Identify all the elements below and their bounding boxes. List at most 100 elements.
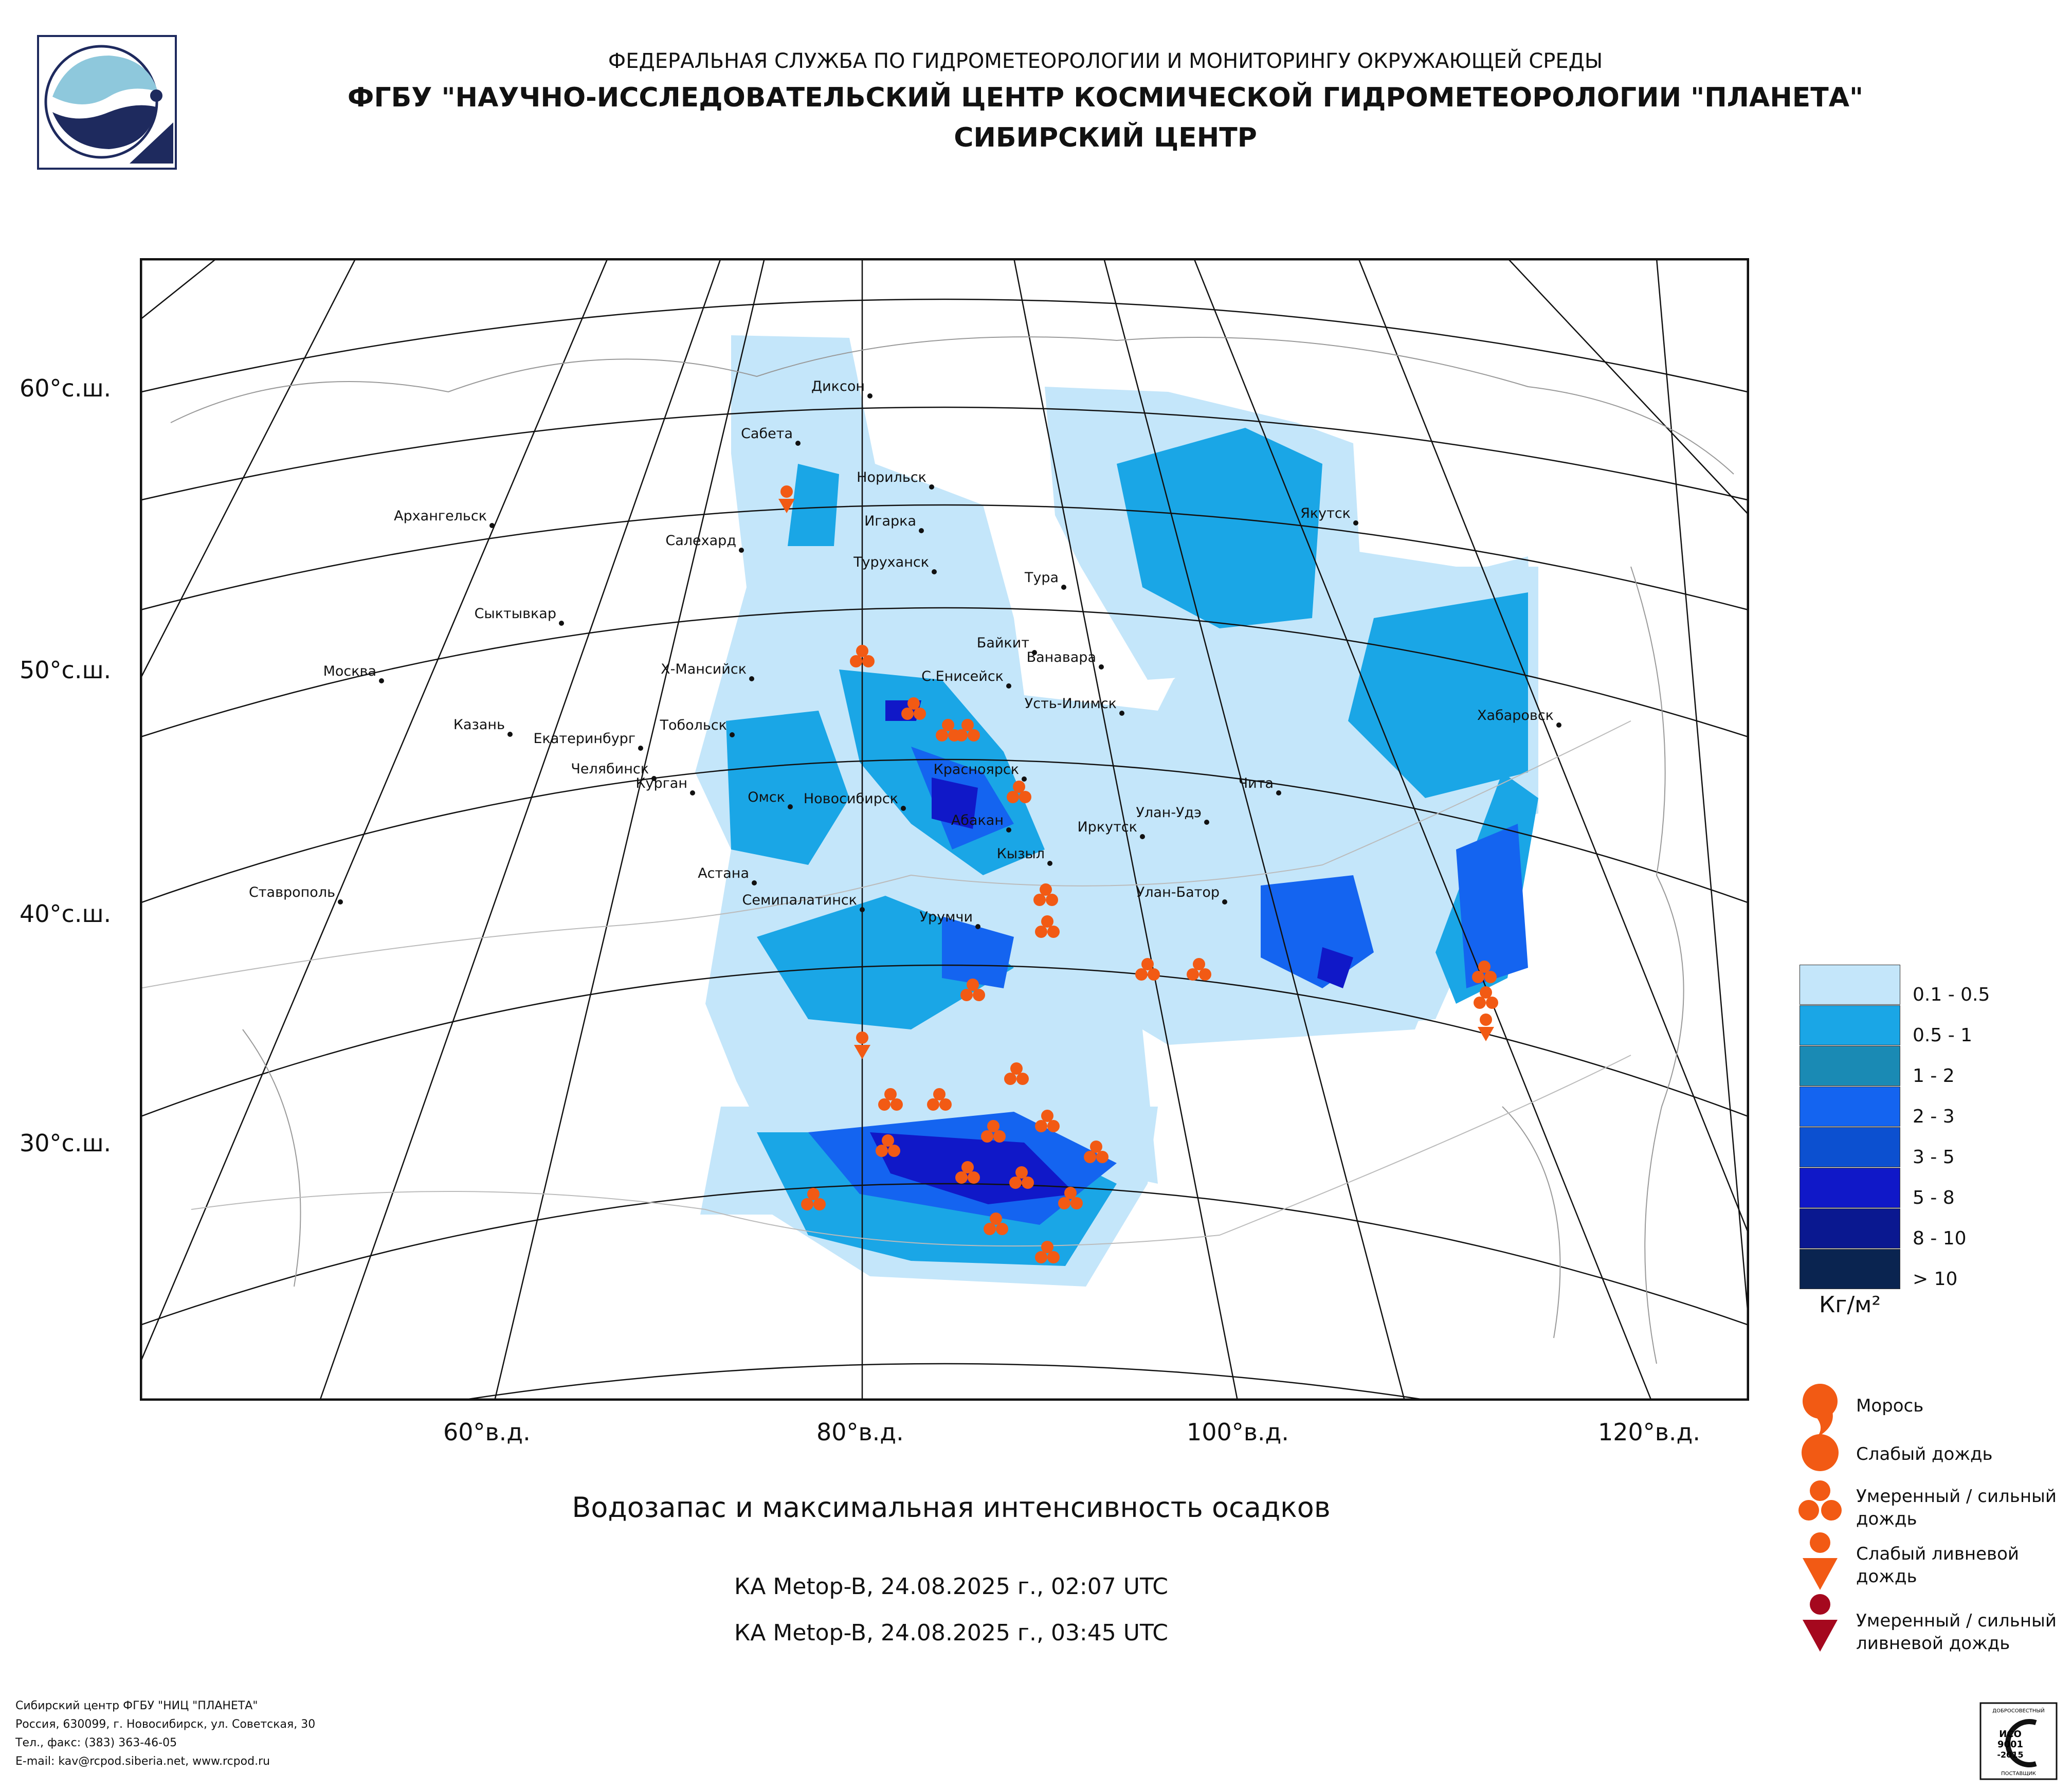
legend-swatch — [1800, 965, 1900, 1005]
map-frame — [140, 258, 1749, 1401]
city-label: Якутск — [1300, 505, 1351, 521]
legend-label: 0.5 - 1 — [1913, 1025, 1973, 1046]
satellite-pass-1: КА Metop-B, 24.08.2025 г., 02:07 UTC — [734, 1573, 1168, 1600]
city-marker: Хабаровск — [1477, 708, 1561, 728]
city-label: Казань — [453, 717, 505, 733]
city-label: Красноярск — [934, 762, 1019, 777]
moderate-rain-icon — [878, 1088, 903, 1111]
moderate-rain-icon — [1798, 1480, 1842, 1521]
coastlines — [170, 336, 1734, 1364]
moderate-rain-icon — [1035, 1241, 1060, 1263]
light-rain-icon — [1802, 1434, 1839, 1471]
precipitation-map: Диксон Сабета Норильск Игарка Салехард Туруха… — [140, 258, 1749, 1401]
city-label: Иркутск — [1077, 819, 1137, 835]
svg-text:9001: 9001 — [1997, 1739, 2023, 1750]
city-marker: Архангельск — [394, 508, 495, 528]
city-marker: Новосибирск — [804, 791, 906, 811]
city-marker: Иркутск — [1077, 819, 1145, 839]
city-label: Диксон — [811, 378, 865, 394]
drizzle-icon — [1803, 1384, 1838, 1437]
institute-title: ФГБУ "НАУЧНО-ИССЛЕДОВАТЕЛЬСКИЙ ЦЕНТР КОС… — [347, 82, 1864, 113]
city-marker: Астана — [698, 865, 757, 885]
legend-swatch — [1800, 1005, 1900, 1045]
moderate-rain-icon — [981, 1120, 1006, 1143]
moderate-rain-icon — [1035, 1110, 1060, 1132]
city-marker: Туруханск — [853, 554, 937, 574]
moderate-rain-icon — [1007, 781, 1031, 803]
legend-unit: Кг/м² — [1819, 1292, 1881, 1318]
footer-line: Тел., факс: (383) 363-46-05 — [15, 1736, 177, 1749]
light-shower-icon — [1803, 1532, 1838, 1590]
city-label: Улан-Батор — [1136, 884, 1220, 900]
moderate-rain-icon — [927, 1088, 952, 1111]
moderate-rain-icon — [955, 719, 980, 741]
svg-text:ИСО: ИСО — [1999, 1729, 2022, 1740]
lon-label-100: 100°в.д. — [1187, 1418, 1289, 1446]
city-marker: Ставрополь — [249, 884, 343, 904]
city-label: Ставрополь — [249, 884, 335, 900]
legend-swatch — [1800, 1127, 1900, 1167]
city-marker: Норильск — [857, 469, 934, 490]
svg-text:ДОБРОСОВЕСТНЫЙ: ДОБРОСОВЕСТНЫЙ — [1992, 1707, 2044, 1714]
lon-label-80: 80°в.д. — [816, 1418, 904, 1446]
city-label: Чита — [1239, 775, 1274, 791]
symbol-label-drizzle: Морось — [1856, 1396, 1924, 1416]
city-label: Астана — [698, 865, 749, 881]
legend-swatch — [1800, 1249, 1900, 1289]
lon-label-60: 60°в.д. — [443, 1418, 531, 1446]
city-label: Игарка — [864, 513, 916, 529]
symbol-label-light-rain: Слабый дождь — [1856, 1444, 1993, 1464]
city-label: Тобольск — [659, 717, 727, 733]
moderate-rain-icon — [1474, 986, 1498, 1009]
symbol-label-heavy-shower: Умеренный / сильный ливневой дождь — [1856, 1611, 2057, 1654]
moderate-rain-icon — [1004, 1062, 1029, 1085]
city-marker: Тобольск — [659, 717, 735, 737]
city-label: С.Енисейск — [921, 668, 1004, 684]
graticule — [140, 258, 1749, 1401]
city-marker: Игарка — [864, 513, 924, 533]
svg-text:-2015: -2015 — [1997, 1750, 2023, 1760]
light-shower-icon — [778, 485, 795, 513]
city-label: Кызыл — [997, 846, 1045, 862]
legend-swatch — [1800, 1168, 1900, 1208]
city-marker: Москва — [323, 663, 384, 683]
city-label: Ванавара — [1027, 649, 1096, 665]
city-marker: Казань — [453, 717, 513, 737]
legend-swatch — [1800, 1208, 1900, 1249]
city-marker: Улан-Удэ — [1136, 805, 1209, 825]
city-marker: Чита — [1239, 775, 1281, 795]
city-marker: Диксон — [811, 378, 873, 399]
city-marker: Красноярск — [934, 762, 1027, 782]
legend-label: 1 - 2 — [1913, 1065, 1955, 1087]
city-label: Екатеринбург — [533, 731, 635, 747]
city-marker: С.Енисейск — [921, 668, 1011, 689]
city-marker: Сыктывкар — [475, 606, 564, 626]
city-marker: Челябинск — [571, 761, 657, 781]
city-marker: Улан-Батор — [1136, 884, 1227, 904]
city-label: Новосибирск — [804, 791, 898, 807]
city-label: Архангельск — [394, 508, 487, 524]
city-marker: Х-Мансийск — [661, 661, 754, 681]
city-marker: Сабета — [741, 426, 801, 446]
city-label: Курган — [635, 775, 687, 791]
city-label: Москва — [323, 663, 376, 679]
city-marker: Екатеринбург — [533, 731, 643, 751]
city-label: Салехард — [665, 533, 736, 549]
lat-label-40: 40°с.ш. — [20, 900, 112, 928]
city-label: Норильск — [857, 469, 926, 485]
moderate-rain-icon — [984, 1213, 1008, 1235]
city-marker: Семипалатинск — [742, 892, 865, 912]
footer-line: Сибирский центр ФГБУ "НИЦ "ПЛАНЕТА" — [15, 1699, 258, 1712]
city-marker: Ванавара — [1027, 649, 1104, 670]
light-shower-icon — [1478, 1014, 1494, 1041]
legend-swatch — [1800, 1046, 1900, 1086]
city-label: Абакан — [951, 812, 1004, 828]
city-label: Байкит — [977, 635, 1029, 651]
symbol-legend-icons — [1798, 1384, 1842, 1652]
city-label: Семипалатинск — [742, 892, 857, 908]
city-marker: Усть-Илимск — [1025, 696, 1124, 716]
heavy-shower-icon — [1803, 1594, 1838, 1652]
city-label: Сыктывкар — [475, 606, 556, 622]
moderate-rain-icon — [1035, 915, 1060, 938]
city-label: Хабаровск — [1477, 708, 1554, 723]
